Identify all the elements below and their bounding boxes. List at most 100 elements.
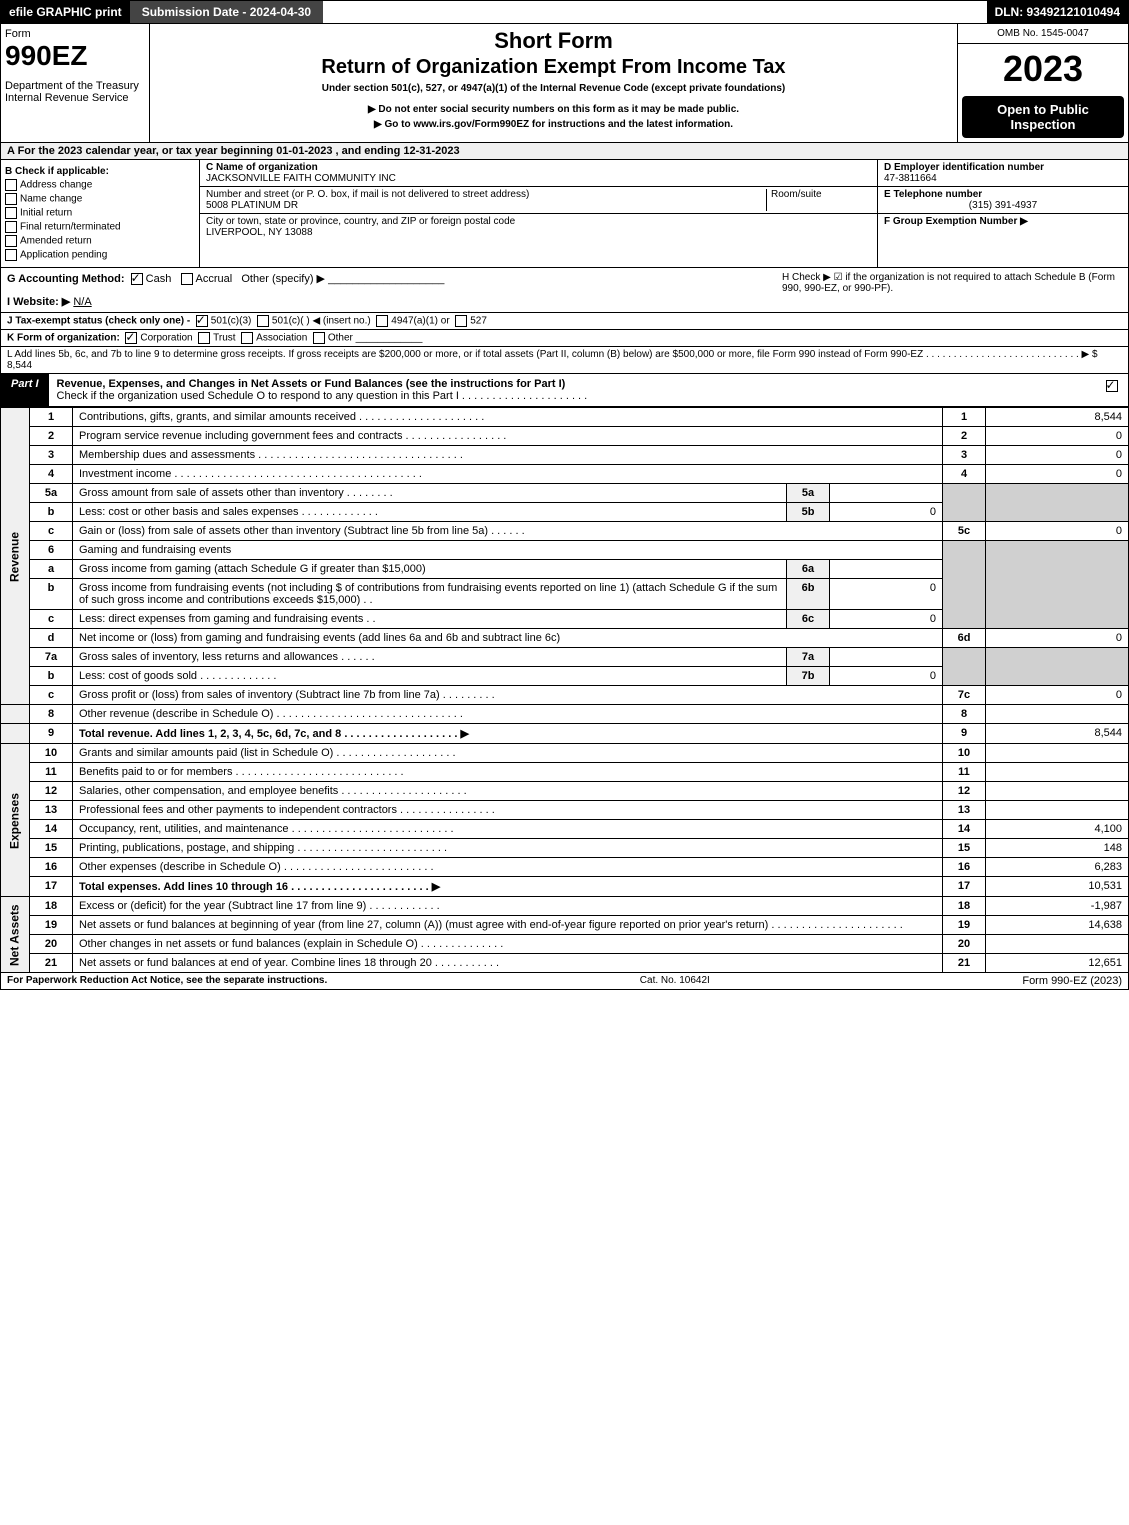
line-5b-mn: 5b xyxy=(787,503,830,522)
i-website: I Website: ▶ N/A xyxy=(7,295,1122,308)
line-6-shade-v xyxy=(986,541,1129,629)
line-7c-box: 7c xyxy=(943,686,986,705)
cb-address[interactable]: Address change xyxy=(5,179,195,191)
cb-501c[interactable] xyxy=(257,315,269,327)
line-5ab-shade xyxy=(943,484,986,522)
line-13-box: 13 xyxy=(943,801,986,820)
part-i-label: Part I xyxy=(1,374,49,406)
cb-527[interactable] xyxy=(455,315,467,327)
cb-initial[interactable]: Initial return xyxy=(5,207,195,219)
line-15-desc: Printing, publications, postage, and shi… xyxy=(73,839,943,858)
cb-trust[interactable] xyxy=(198,332,210,344)
omb-number: OMB No. 1545-0047 xyxy=(958,24,1128,44)
cb-accrual[interactable] xyxy=(181,273,193,285)
line-7c-desc: Gross profit or (loss) from sales of inv… xyxy=(73,686,943,705)
cb-4947[interactable] xyxy=(376,315,388,327)
line-8-desc: Other revenue (describe in Schedule O) .… xyxy=(73,705,943,724)
warn-goto[interactable]: ▶ Go to www.irs.gov/Form990EZ for instru… xyxy=(158,119,949,130)
cb-other-org[interactable] xyxy=(313,332,325,344)
header-left: Form 990EZ Department of the Treasury In… xyxy=(1,24,150,142)
line-16-val: 6,283 xyxy=(986,858,1129,877)
row-a-tax-year: A For the 2023 calendar year, or tax yea… xyxy=(0,143,1129,160)
cb-corporation[interactable] xyxy=(125,332,137,344)
netassets-vert-label: Net Assets xyxy=(1,897,30,973)
expenses-vert-label: Expenses xyxy=(1,744,30,897)
title-short-form: Short Form xyxy=(158,28,949,54)
line-18-box: 18 xyxy=(943,897,986,916)
line-6c-mn: 6c xyxy=(787,610,830,629)
tax-year: 2023 xyxy=(958,44,1128,94)
cb-amended[interactable]: Amended return xyxy=(5,235,195,247)
line-20-val xyxy=(986,935,1129,954)
line-7c-num: c xyxy=(30,686,73,705)
line-16-box: 16 xyxy=(943,858,986,877)
cb-501c3[interactable] xyxy=(196,315,208,327)
line-2-desc: Program service revenue including govern… xyxy=(73,427,943,446)
line-15-box: 15 xyxy=(943,839,986,858)
row-l-gross-receipts: L Add lines 5b, 6c, and 7b to line 9 to … xyxy=(0,347,1129,374)
line-1-val: 8,544 xyxy=(986,408,1129,427)
line-10-box: 10 xyxy=(943,744,986,763)
line-10-desc: Grants and similar amounts paid (list in… xyxy=(73,744,943,763)
cb-final[interactable]: Final return/terminated xyxy=(5,221,195,233)
efile-label[interactable]: efile GRAPHIC print xyxy=(1,1,130,23)
line-20-num: 20 xyxy=(30,935,73,954)
inspection-badge: Open to Public Inspection xyxy=(962,96,1124,138)
line-7ab-shade-v xyxy=(986,648,1129,686)
section-ghi: G Accounting Method: Cash Accrual Other … xyxy=(0,268,1129,313)
line-6b-num: b xyxy=(30,579,73,610)
line-6-num: 6 xyxy=(30,541,73,560)
line-3-box: 3 xyxy=(943,446,986,465)
line-19-num: 19 xyxy=(30,916,73,935)
line-5b-num: b xyxy=(30,503,73,522)
line-7b-mn: 7b xyxy=(787,667,830,686)
line-13-val xyxy=(986,801,1129,820)
line-20-desc: Other changes in net assets or fund bala… xyxy=(73,935,943,954)
cb-cash[interactable] xyxy=(131,273,143,285)
e-phone-label: E Telephone number xyxy=(884,189,1122,200)
line-4-num: 4 xyxy=(30,465,73,484)
cb-association[interactable] xyxy=(241,332,253,344)
line-8-val xyxy=(986,705,1129,724)
cb-schedule-o[interactable] xyxy=(1098,374,1128,406)
line-12-val xyxy=(986,782,1129,801)
revenue-vert-label: Revenue xyxy=(1,408,30,705)
line-1-box: 1 xyxy=(943,408,986,427)
line-6d-desc: Net income or (loss) from gaming and fun… xyxy=(73,629,943,648)
line-6a-mn: 6a xyxy=(787,560,830,579)
subtitle: Under section 501(c), 527, or 4947(a)(1)… xyxy=(158,83,949,94)
line-18-val: -1,987 xyxy=(986,897,1129,916)
line-9-val: 8,544 xyxy=(986,724,1129,744)
line-7a-mn: 7a xyxy=(787,648,830,667)
line-16-desc: Other expenses (describe in Schedule O) … xyxy=(73,858,943,877)
submission-date: Submission Date - 2024-04-30 xyxy=(130,1,323,23)
line-2-num: 2 xyxy=(30,427,73,446)
line-13-desc: Professional fees and other payments to … xyxy=(73,801,943,820)
part-i-title: Revenue, Expenses, and Changes in Net As… xyxy=(49,374,1098,406)
line-5c-num: c xyxy=(30,522,73,541)
c-street-label: Number and street (or P. O. box, if mail… xyxy=(206,189,766,200)
line-7b-mv: 0 xyxy=(830,667,943,686)
line-7a-num: 7a xyxy=(30,648,73,667)
col-c-org-info: C Name of organization JACKSONVILLE FAIT… xyxy=(200,160,878,267)
org-city: LIVERPOOL, NY 13088 xyxy=(206,227,871,238)
line-5c-val: 0 xyxy=(986,522,1129,541)
room-suite-label: Room/suite xyxy=(766,189,871,211)
h-schedule-b: H Check ▶ ☑ if the organization is not r… xyxy=(782,272,1122,294)
line-5b-desc: Less: cost or other basis and sales expe… xyxy=(73,503,787,522)
line-6d-num: d xyxy=(30,629,73,648)
line-21-box: 21 xyxy=(943,954,986,973)
footer-formno: Form 990-EZ (2023) xyxy=(1022,975,1122,987)
line-6b-desc: Gross income from fundraising events (no… xyxy=(73,579,787,610)
row-j-tax-exempt: J Tax-exempt status (check only one) - 5… xyxy=(0,313,1129,330)
line-6a-desc: Gross income from gaming (attach Schedul… xyxy=(73,560,787,579)
line-19-box: 19 xyxy=(943,916,986,935)
line-14-box: 14 xyxy=(943,820,986,839)
line-19-val: 14,638 xyxy=(986,916,1129,935)
line-19-desc: Net assets or fund balances at beginning… xyxy=(73,916,943,935)
cb-pending[interactable]: Application pending xyxy=(5,249,195,261)
cb-name[interactable]: Name change xyxy=(5,193,195,205)
line-6-desc: Gaming and fundraising events xyxy=(73,541,943,560)
line-14-desc: Occupancy, rent, utilities, and maintena… xyxy=(73,820,943,839)
line-3-num: 3 xyxy=(30,446,73,465)
